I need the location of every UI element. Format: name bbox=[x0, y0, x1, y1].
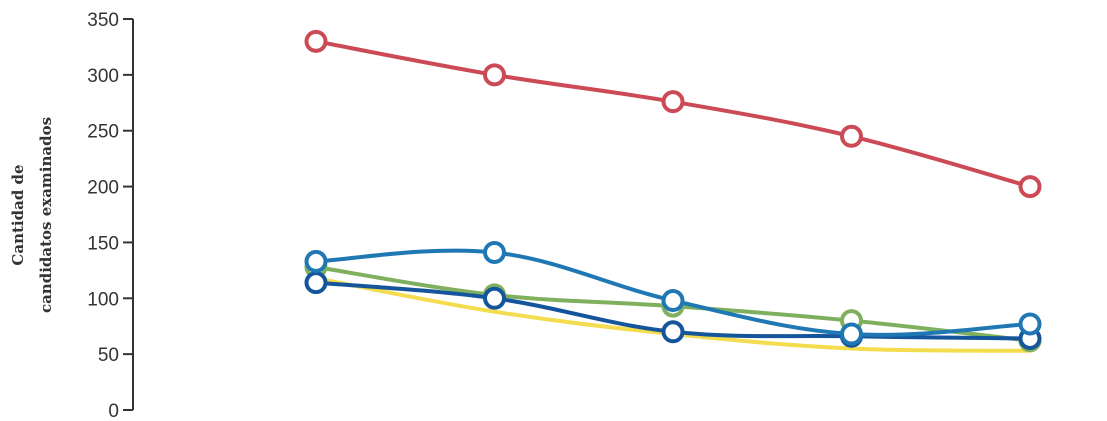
series-2-point-3 bbox=[661, 289, 685, 313]
series-1-point-2 bbox=[483, 63, 506, 87]
y-tick-label: 300 bbox=[87, 66, 119, 87]
y-axis-label: Cantidad de candidatos examinados bbox=[9, 117, 55, 313]
series-2-point-5 bbox=[1018, 312, 1042, 336]
y-axis: 0 50 100 150 200 250 300 350 bbox=[87, 10, 134, 421]
series-1-point-5 bbox=[1018, 175, 1042, 199]
y-tick-label: 50 bbox=[98, 345, 119, 366]
y-tick-label: 150 bbox=[87, 233, 119, 254]
series-5-point-1 bbox=[304, 271, 328, 295]
series-2-point-1 bbox=[304, 249, 328, 273]
y-axis-label-line-1: Cantidad de bbox=[9, 164, 27, 265]
series-1-point-3 bbox=[661, 90, 685, 114]
series-1-point-4 bbox=[840, 124, 863, 148]
series-2 bbox=[304, 240, 1042, 346]
y-axis-label-line-2: candidatos examinados bbox=[37, 117, 55, 313]
y-tick-label: 100 bbox=[87, 289, 119, 310]
y-tick-label: 0 bbox=[108, 401, 119, 421]
y-tick-label: 350 bbox=[87, 10, 119, 31]
series-2-point-4 bbox=[840, 322, 863, 346]
series-5-point-3 bbox=[661, 320, 685, 344]
series-2-point-2 bbox=[483, 240, 506, 264]
series-1-line bbox=[314, 39, 1032, 189]
series-5-point-2 bbox=[483, 286, 506, 310]
y-tick-label: 250 bbox=[87, 122, 119, 143]
series-1 bbox=[304, 29, 1042, 199]
series-group bbox=[304, 29, 1042, 353]
series-1-point-1 bbox=[304, 29, 328, 53]
y-tick-label: 200 bbox=[87, 178, 119, 199]
